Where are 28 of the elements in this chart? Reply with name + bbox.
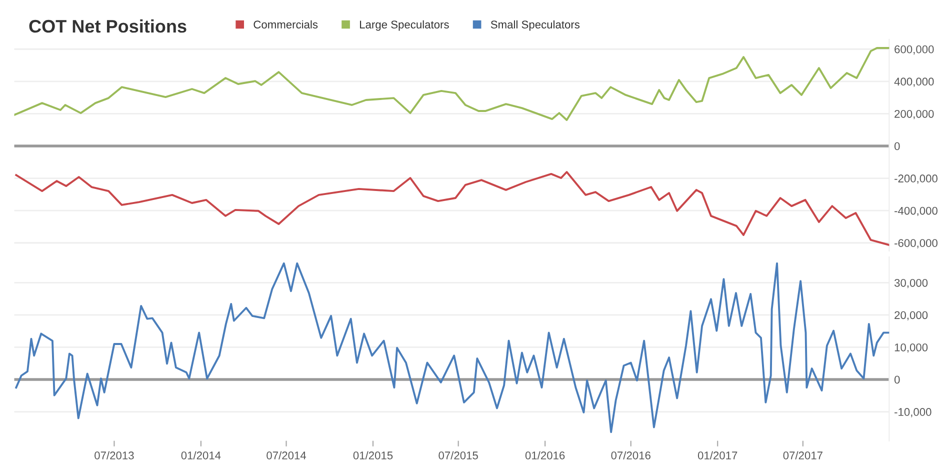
y-tick-label: 20,000 bbox=[894, 311, 928, 320]
x-tick-label: 07/2015 bbox=[438, 451, 478, 460]
line-series bbox=[15, 171, 890, 246]
x-tick-label: 07/2016 bbox=[611, 451, 650, 460]
x-tick-label: 01/2014 bbox=[181, 451, 221, 460]
line-series bbox=[14, 47, 890, 121]
y-tick-label: 600,000 bbox=[894, 45, 934, 55]
line-series bbox=[15, 262, 890, 434]
y-tick-label: 30,000 bbox=[894, 278, 928, 288]
y-tick-label: -200,000 bbox=[894, 174, 938, 184]
y-tick-label: 0 bbox=[894, 376, 900, 384]
x-tick-label: 07/2014 bbox=[266, 451, 306, 460]
x-tick-label: 07/2013 bbox=[94, 451, 134, 460]
y-tick-label: 400,000 bbox=[894, 78, 934, 87]
x-tick-label: 01/2017 bbox=[698, 451, 738, 460]
y-tick-label: 10,000 bbox=[894, 343, 928, 353]
y-tick-label: 0 bbox=[894, 142, 900, 150]
legend-label: Commercials bbox=[254, 20, 318, 29]
y-tick-label: -400,000 bbox=[894, 206, 938, 216]
x-tick-label: 07/2017 bbox=[783, 451, 822, 460]
x-tick-label: 01/2016 bbox=[525, 451, 565, 460]
legend-label: Large Speculators bbox=[360, 20, 449, 31]
x-tick-label: 01/2015 bbox=[353, 451, 393, 460]
y-tick-label: -10,000 bbox=[894, 408, 932, 418]
chart-title: COT Net Positions bbox=[29, 19, 186, 33]
legend-label: Small Speculators bbox=[490, 20, 580, 31]
y-tick-label: 200,000 bbox=[894, 110, 934, 120]
y-tick-label: -600,000 bbox=[894, 239, 938, 248]
